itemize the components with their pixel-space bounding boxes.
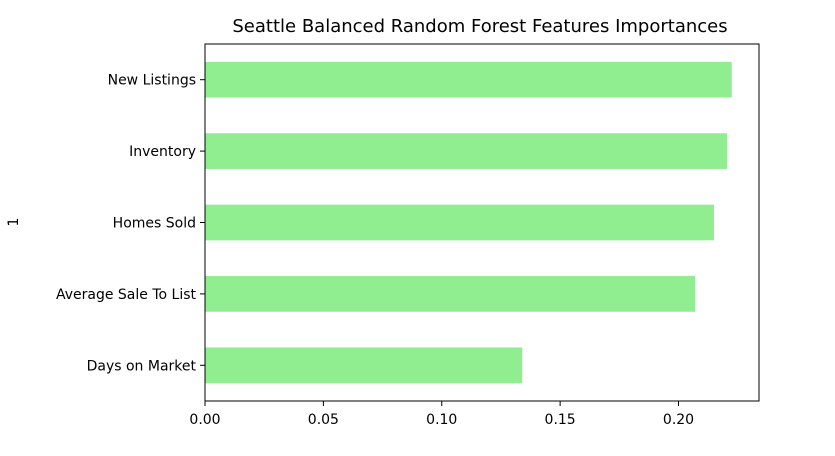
x-tick-label: 0.20 — [663, 412, 694, 428]
plot-frame — [204, 43, 760, 402]
x-tick-label: 0.00 — [189, 412, 220, 428]
bar-days-on-market — [205, 347, 523, 384]
bar-new-listings — [205, 61, 732, 98]
y-tick-label: Days on Market — [87, 358, 197, 374]
chart-title: Seattle Balanced Random Forest Features … — [232, 16, 727, 37]
x-tick-label: 0.15 — [545, 412, 576, 428]
bar-average-sale-to-list — [205, 276, 696, 312]
y-axis-label: 1 — [6, 218, 22, 227]
bars-group — [205, 61, 732, 384]
x-tick-labels: 0.00 0.05 0.10 0.15 0.20 — [189, 401, 694, 428]
y-tick-label: Homes Sold — [113, 216, 196, 232]
x-tick-label: 0.05 — [308, 412, 339, 428]
y-tick-label: Average Sale To List — [56, 287, 197, 303]
bar-homes-sold — [205, 204, 715, 241]
bar-inventory — [205, 133, 728, 169]
y-tick-label: Inventory — [129, 144, 196, 160]
x-tick-label: 0.10 — [426, 412, 457, 428]
y-tick-labels: New Listings Inventory Homes Sold Average S… — [56, 73, 205, 374]
y-tick-label: New Listings — [108, 73, 196, 89]
